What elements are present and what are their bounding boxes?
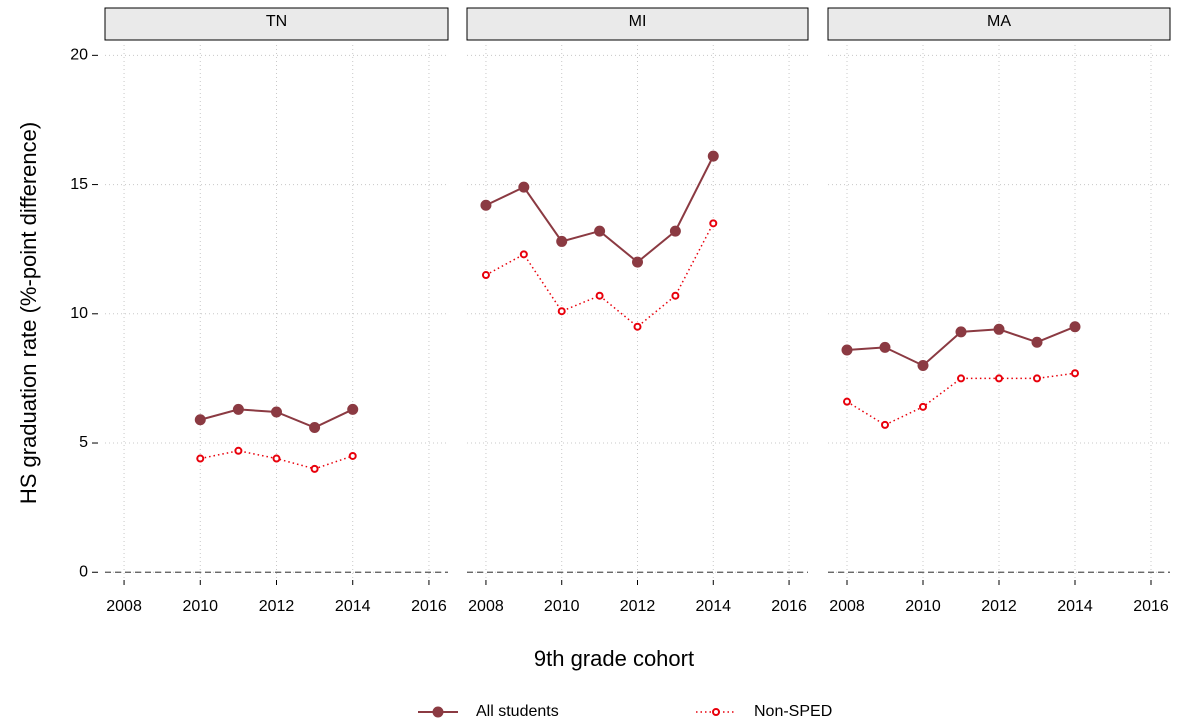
x-tick-label: 2010 — [905, 598, 941, 615]
point — [1069, 321, 1081, 333]
point — [843, 397, 851, 406]
point — [309, 422, 321, 434]
legend-label: All students — [476, 703, 559, 720]
point — [709, 219, 718, 228]
x-tick-label: 2008 — [468, 598, 504, 615]
x-tick-label: 2016 — [411, 598, 447, 615]
point — [632, 256, 643, 268]
point — [879, 341, 891, 353]
x-tick-label: 2010 — [544, 598, 580, 615]
point — [556, 235, 568, 247]
point — [272, 454, 281, 463]
point — [595, 291, 604, 300]
legend-label: Non-SPED — [754, 703, 832, 720]
panel-title: MI — [629, 13, 647, 30]
x-tick-label: 2012 — [620, 598, 656, 615]
y-tick-label: 0 — [79, 563, 88, 580]
legend-marker — [432, 706, 444, 718]
point — [347, 403, 359, 415]
panel-title: MA — [987, 13, 1011, 30]
point — [348, 451, 357, 460]
panel-title: TN — [266, 13, 287, 30]
point — [481, 271, 490, 280]
point — [1031, 336, 1043, 348]
point — [594, 225, 606, 237]
legend-marker — [712, 708, 720, 716]
x-tick-label: 2010 — [182, 598, 218, 615]
point — [707, 150, 719, 162]
point — [1033, 374, 1041, 383]
panel-header — [104, 7, 449, 41]
point — [841, 344, 853, 356]
x-tick-label: 2014 — [1057, 598, 1093, 615]
x-tick-label: 2014 — [335, 598, 371, 615]
point — [671, 291, 680, 300]
point — [480, 199, 492, 211]
y-tick-label: 5 — [79, 434, 88, 451]
series-line — [485, 155, 715, 264]
point — [557, 307, 566, 316]
y-tick-label: 20 — [70, 47, 88, 64]
point — [519, 250, 528, 259]
point — [993, 323, 1005, 335]
point — [995, 374, 1003, 383]
y-tick-label: 15 — [70, 176, 88, 193]
point — [271, 406, 282, 418]
point — [957, 374, 965, 383]
point — [669, 225, 681, 237]
point — [196, 454, 205, 463]
point — [232, 403, 244, 415]
series-line — [485, 222, 714, 328]
point — [1071, 369, 1079, 378]
x-tick-label: 2016 — [771, 598, 807, 615]
x-tick-label: 2014 — [695, 598, 731, 615]
point — [955, 326, 967, 338]
x-tick-label: 2016 — [1133, 598, 1169, 615]
point — [917, 359, 929, 371]
point — [919, 402, 927, 411]
point — [234, 446, 243, 455]
x-tick-label: 2008 — [106, 598, 142, 615]
x-tick-label: 2012 — [259, 598, 295, 615]
y-tick-label: 10 — [70, 305, 88, 322]
point — [310, 464, 319, 473]
x-tick-label: 2012 — [981, 598, 1017, 615]
x-axis-label: 9th grade cohort — [534, 646, 694, 671]
y-axis-label: HS graduation rate (%-point difference) — [16, 122, 41, 504]
panel-header — [827, 7, 1171, 41]
point — [518, 181, 530, 193]
point — [881, 420, 889, 429]
point — [633, 322, 642, 331]
panel-header — [466, 7, 809, 41]
x-tick-label: 2008 — [829, 598, 865, 615]
point — [194, 414, 206, 426]
